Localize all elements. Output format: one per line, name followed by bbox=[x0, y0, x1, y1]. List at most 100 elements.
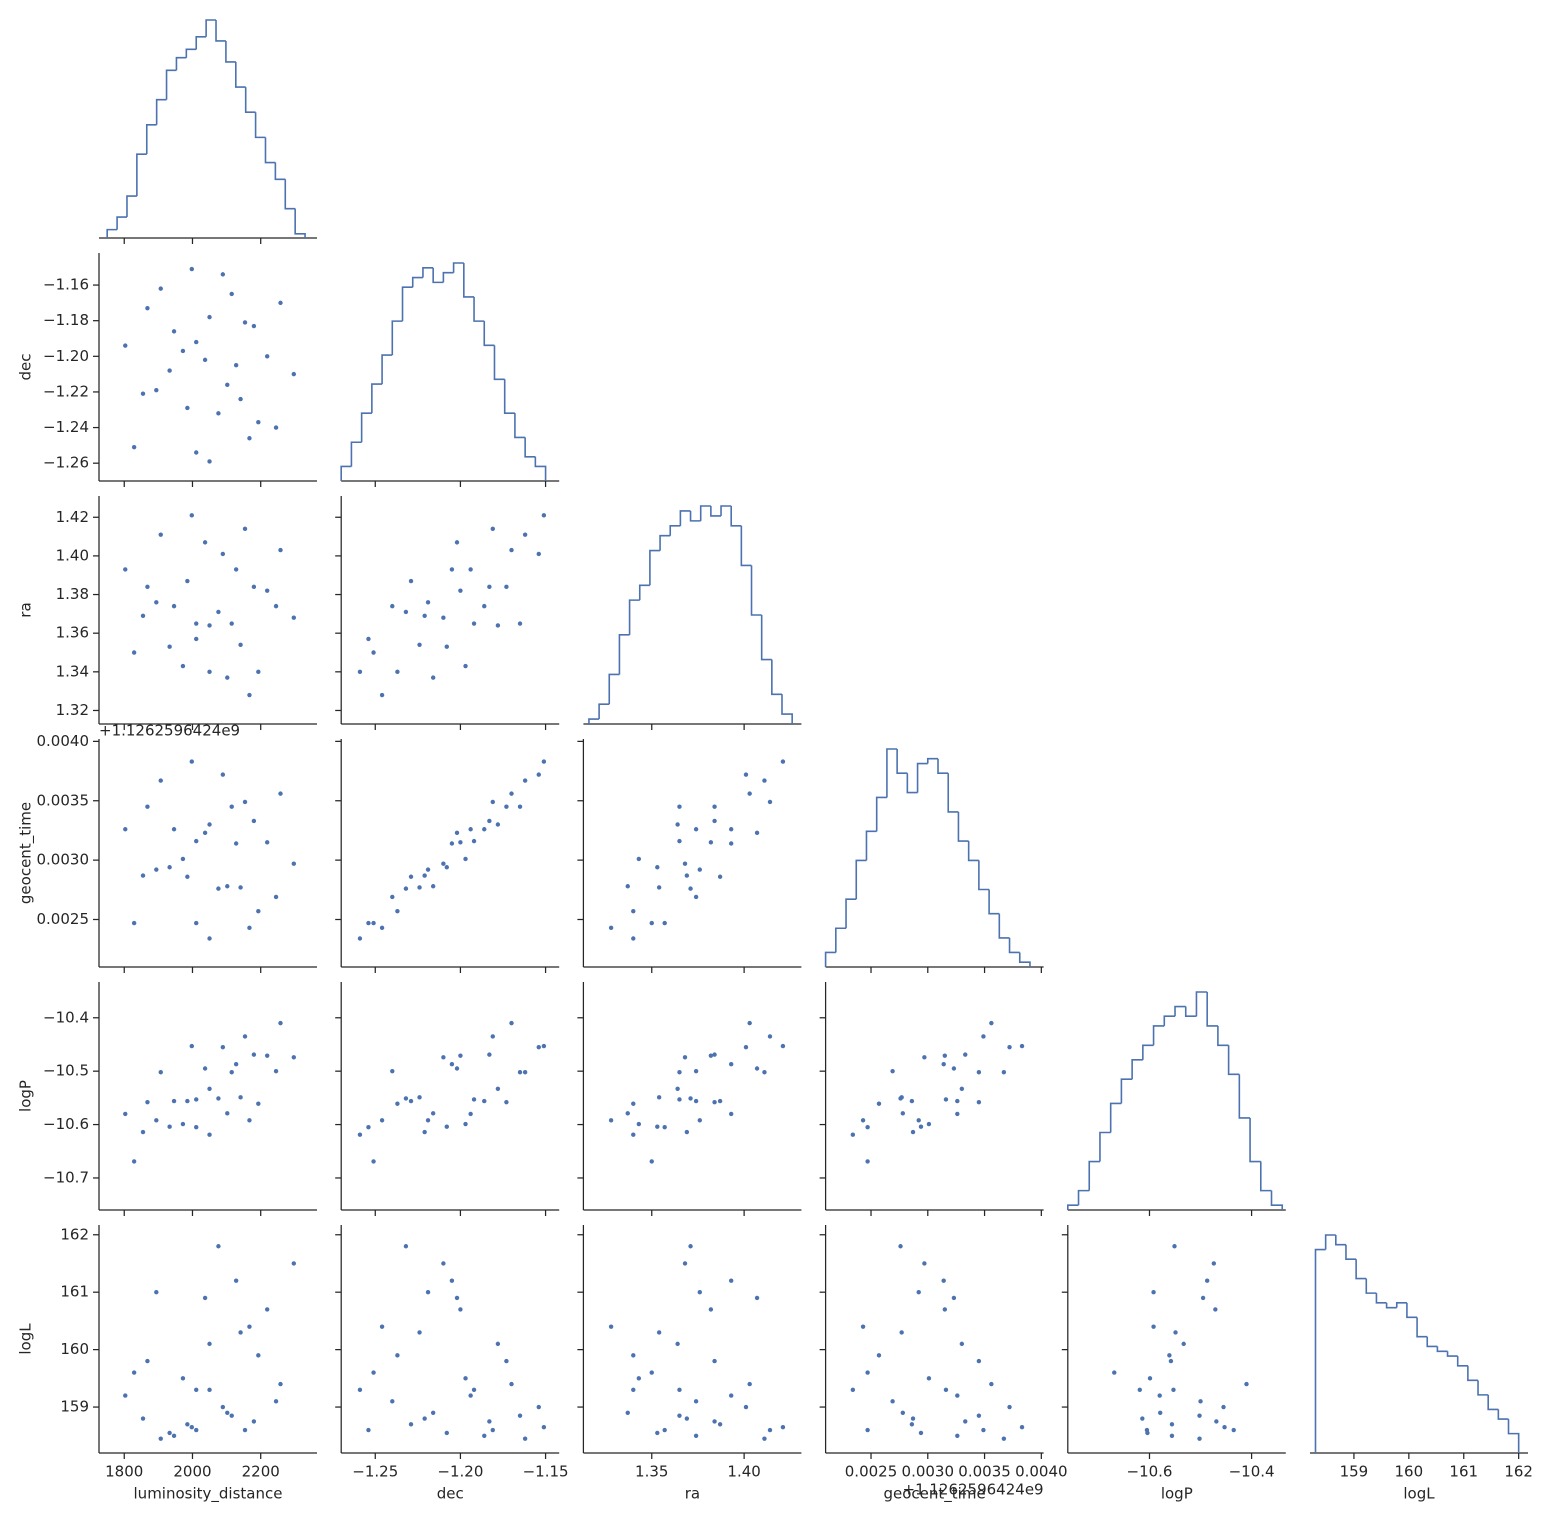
scatter-point bbox=[625, 884, 630, 889]
scatter-point bbox=[684, 1129, 690, 1135]
x-axis-label: luminosity_distance bbox=[134, 1485, 283, 1504]
hist-step bbox=[906, 773, 918, 794]
scatter-point bbox=[171, 1433, 177, 1438]
scatter-point bbox=[1198, 1399, 1203, 1404]
scatter-point bbox=[728, 1393, 734, 1398]
scatter-point bbox=[194, 838, 199, 844]
y-tick-label: 1.38 bbox=[56, 585, 89, 603]
scatter-point bbox=[909, 1098, 915, 1104]
x-axis-label: dec bbox=[437, 1485, 464, 1503]
x-tick-label: 162 bbox=[1504, 1463, 1533, 1481]
hist-step bbox=[875, 796, 887, 832]
hist-step bbox=[1152, 1025, 1165, 1046]
scatter-point bbox=[675, 822, 680, 827]
scatter-point bbox=[425, 1289, 431, 1295]
hist-step bbox=[1270, 1190, 1284, 1210]
y-axis-label: logP bbox=[17, 1080, 35, 1112]
scatter-point bbox=[522, 1436, 528, 1441]
scatter-point bbox=[955, 1111, 960, 1117]
scatter-point bbox=[468, 1111, 473, 1117]
hist-step bbox=[771, 659, 783, 696]
scatter-point bbox=[408, 874, 414, 879]
scatter-point bbox=[959, 1086, 965, 1091]
hist-step bbox=[1497, 1409, 1509, 1420]
scatter-point bbox=[522, 1070, 528, 1075]
scatter-point bbox=[649, 920, 654, 926]
scatter-point bbox=[712, 804, 717, 809]
scatter-point bbox=[207, 314, 212, 320]
hist-step bbox=[340, 465, 352, 481]
scatter-point bbox=[171, 1098, 177, 1104]
hist-step bbox=[145, 124, 157, 155]
scatter-point bbox=[682, 861, 688, 866]
hist-step bbox=[294, 208, 306, 238]
hist-step bbox=[185, 48, 197, 58]
scatter-point bbox=[693, 1068, 699, 1074]
scatter-point bbox=[943, 1387, 949, 1393]
scatter-point bbox=[207, 669, 212, 675]
hist-step bbox=[225, 40, 236, 63]
scatter-point bbox=[430, 884, 436, 889]
scatter-point bbox=[454, 540, 460, 545]
scatter-point bbox=[536, 1404, 541, 1410]
scatter-point bbox=[167, 368, 172, 373]
scatter-point bbox=[1019, 1424, 1025, 1430]
scatter-point bbox=[865, 1370, 870, 1375]
hist-step bbox=[1436, 1346, 1448, 1353]
hist-step bbox=[136, 153, 147, 197]
hist-step bbox=[988, 889, 1000, 915]
scatter-point bbox=[233, 1278, 239, 1283]
scatter-point bbox=[194, 621, 199, 626]
scatter-point bbox=[747, 1381, 752, 1387]
scatter-point bbox=[636, 1376, 642, 1381]
scatter-point bbox=[185, 578, 190, 584]
scatter-point bbox=[976, 1358, 982, 1364]
y-tick-label: −1.24 bbox=[43, 418, 89, 436]
scatter-point bbox=[422, 1416, 427, 1421]
y-axis-label: ra bbox=[17, 602, 35, 617]
y-axis-label: dec bbox=[17, 354, 35, 381]
hist-step bbox=[1446, 1351, 1458, 1357]
scatter-point bbox=[390, 894, 395, 900]
scatter-point bbox=[860, 1324, 866, 1329]
scatter-point bbox=[490, 1427, 495, 1433]
scatter-point bbox=[1231, 1427, 1236, 1433]
scatter-point bbox=[1001, 1070, 1007, 1075]
hist-step bbox=[1375, 1293, 1387, 1304]
hist-step bbox=[659, 534, 671, 551]
hist-step bbox=[1314, 1248, 1326, 1453]
scatter-point bbox=[454, 1295, 460, 1301]
scatter-point bbox=[728, 1062, 734, 1067]
scatter-point bbox=[425, 1118, 431, 1123]
y-tick-label: 162 bbox=[60, 1225, 89, 1243]
scatter-point bbox=[941, 1062, 946, 1067]
scatter-point bbox=[417, 1330, 422, 1335]
scatter-point bbox=[955, 1393, 960, 1398]
hist-step bbox=[1426, 1336, 1438, 1348]
scatter-point bbox=[408, 1098, 414, 1104]
scatter-point bbox=[167, 1124, 172, 1129]
y-axis-label: geocent_time bbox=[17, 802, 36, 904]
hist-step bbox=[126, 195, 137, 218]
scatter-point bbox=[608, 1118, 614, 1123]
scatter-point bbox=[167, 644, 172, 649]
hist-step bbox=[1163, 1015, 1176, 1026]
scatter-point bbox=[251, 584, 257, 590]
scatter-point bbox=[728, 1278, 734, 1283]
scatter-point bbox=[189, 266, 194, 272]
scatter-point bbox=[145, 804, 150, 809]
scatter-point bbox=[207, 1341, 212, 1347]
scatter-point bbox=[167, 865, 172, 870]
x-axis-label: logP bbox=[1161, 1485, 1193, 1503]
hist-step bbox=[720, 505, 732, 516]
scatter-point bbox=[202, 830, 208, 836]
scatter-point bbox=[1157, 1393, 1162, 1398]
scatter-point bbox=[860, 1118, 866, 1123]
scatter-point bbox=[743, 772, 749, 777]
scatter-point bbox=[463, 1121, 468, 1127]
scatter-point bbox=[504, 804, 509, 809]
scatter-point bbox=[229, 804, 234, 809]
scatter-point bbox=[509, 547, 514, 553]
hist-step bbox=[598, 703, 610, 720]
scatter-point bbox=[541, 513, 547, 518]
